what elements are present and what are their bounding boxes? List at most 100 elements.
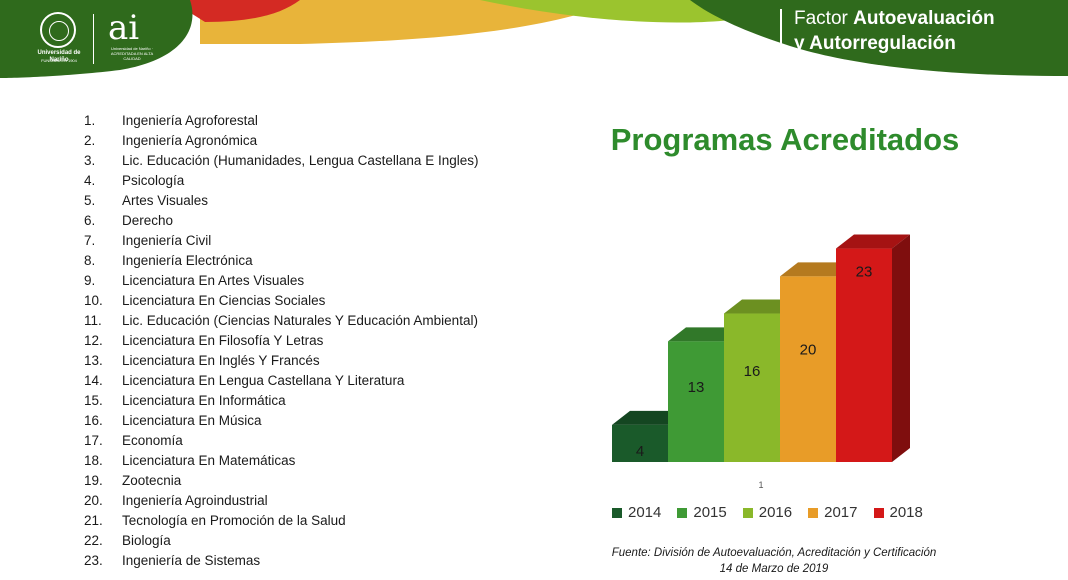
- legend-item-2014: 2014: [612, 504, 661, 521]
- program-item: 23. Ingeniería de Sistemas: [84, 551, 478, 571]
- program-number: 22.: [84, 533, 103, 548]
- header-yellow-wave: [200, 0, 620, 44]
- program-item: 9. Licenciatura En Artes Visuales: [84, 271, 478, 291]
- program-number: 1.: [84, 113, 96, 128]
- program-number: 8.: [84, 253, 96, 268]
- program-item: 19. Zootecnia: [84, 471, 478, 491]
- legend-label: 2015: [693, 504, 727, 521]
- legend-swatch: [873, 507, 884, 518]
- program-item: 12. Licenciatura En Filosofía Y Letras: [84, 331, 478, 351]
- program-number: 23.: [84, 553, 103, 568]
- program-name: Psicología: [122, 173, 185, 188]
- bar-front: [724, 313, 780, 462]
- factor-line-2: y Autorregulación: [794, 33, 956, 54]
- program-number: 4.: [84, 173, 96, 188]
- legend-item-2016: 2016: [742, 504, 793, 521]
- program-item: 6. Derecho: [84, 211, 478, 231]
- bar-front: [780, 276, 836, 462]
- legend-label: 2016: [758, 504, 793, 521]
- bar-top: [836, 234, 910, 249]
- bar-front: [668, 341, 724, 462]
- program-item: 2. Ingeniería Agronómica: [84, 131, 478, 151]
- program-name: Ingeniería Agroforestal: [122, 113, 258, 128]
- legend-item-2018: 2018: [873, 504, 923, 521]
- program-number: 20.: [84, 493, 103, 508]
- program-name: Ingeniería Agronómica: [122, 133, 258, 148]
- header-banner: Universidad de Nariño FUNDADA EN 1904 ai…: [0, 0, 1068, 90]
- ai-logo-caption: Universidad de Nariño · ACREDITADA EN AL…: [110, 46, 154, 61]
- header-red-wave: [170, 0, 300, 22]
- header-right-green: [690, 0, 1068, 76]
- program-name: Licenciatura En Artes Visuales: [122, 273, 305, 288]
- program-name: Licenciatura En Matemáticas: [122, 453, 296, 468]
- category-tick-label: 1: [758, 480, 763, 490]
- bar-value-label: 23: [856, 264, 873, 281]
- program-number: 7.: [84, 233, 96, 248]
- program-number: 21.: [84, 513, 103, 528]
- program-name: Tecnología en Promoción de la Salud: [122, 513, 346, 528]
- university-seal-icon: [40, 12, 76, 48]
- legend-swatch: [808, 507, 819, 518]
- program-number: 11.: [84, 313, 102, 328]
- bar-front: [836, 248, 892, 462]
- factor-line-1: Factor Autoevaluación: [794, 8, 995, 30]
- program-number: 5.: [84, 193, 96, 208]
- program-name: Economía: [122, 433, 183, 448]
- program-number: 3.: [84, 153, 96, 168]
- program-number: 19.: [84, 473, 103, 488]
- university-name: Universidad de Nariño: [37, 50, 81, 63]
- legend-swatch: [612, 507, 622, 518]
- program-item: 13. Licenciatura En Inglés Y Francés: [84, 351, 478, 371]
- university-founded: FUNDADA EN 1904: [41, 58, 77, 63]
- program-name: Licenciatura En Ciencias Sociales: [122, 293, 326, 308]
- factor-title: Factor Autoevaluación y Autorregulación: [780, 6, 1060, 60]
- program-name: Lic. Educación (Ciencias Naturales Y Edu…: [122, 313, 478, 328]
- legend-label: 2014: [628, 504, 662, 521]
- program-name: Ingeniería Electrónica: [122, 253, 253, 268]
- program-name: Zootecnia: [122, 473, 182, 488]
- program-item: 10. Licenciatura En Ciencias Sociales: [84, 291, 478, 311]
- bar-value-label: 4: [636, 443, 644, 460]
- factor-divider: [780, 9, 782, 53]
- program-name: Licenciatura En Filosofía Y Letras: [122, 333, 324, 348]
- legend-swatch: [677, 507, 688, 518]
- program-number: 18.: [84, 453, 103, 468]
- logo-divider: [93, 14, 94, 64]
- program-name: Lic. Educación (Humanidades, Lengua Cast…: [122, 153, 479, 168]
- legend-label: 2017: [824, 504, 858, 521]
- bar-chart: 4 13 16 20 23 1: [612, 234, 910, 490]
- program-number: 2.: [84, 133, 96, 148]
- chart-title: Programas Acreditados: [610, 122, 960, 157]
- program-name: Licenciatura En Informática: [122, 393, 286, 408]
- program-number: 6.: [84, 213, 96, 228]
- program-item: 11. Lic. Educación (Ciencias Naturales Y …: [84, 311, 478, 331]
- program-name: Licenciatura En Inglés Y Francés: [122, 353, 320, 368]
- factor-emphasis: Autoevaluación: [853, 8, 995, 29]
- ai-logo-mark: ai: [108, 8, 140, 48]
- program-item: 5. Artes Visuales: [84, 191, 478, 211]
- program-number: 9.: [84, 273, 96, 288]
- program-item: 18. Licenciatura En Matemáticas: [84, 451, 478, 471]
- program-list: 1. Ingeniería Agroforestal 2. Ingeniería Ag…: [84, 111, 478, 571]
- bar-top: [668, 327, 742, 342]
- bar-value-label: 13: [688, 379, 705, 396]
- program-item: 8. Ingeniería Electrónica: [84, 251, 478, 271]
- program-name: Ingeniería de Sistemas: [122, 553, 261, 568]
- program-name: Artes Visuales: [122, 193, 209, 208]
- bar-front: [612, 424, 668, 462]
- program-number: 10.: [84, 293, 103, 308]
- program-name: Derecho: [122, 213, 174, 228]
- program-number: 12.: [84, 333, 103, 348]
- program-name: Licenciatura En Música: [122, 413, 262, 428]
- bar-top: [780, 262, 854, 277]
- bar-2018: 23: [836, 234, 910, 462]
- program-name: Ingeniería Agroindustrial: [122, 493, 268, 508]
- legend-label: 2018: [889, 504, 923, 521]
- program-item: 7. Ingeniería Civil: [84, 231, 478, 251]
- bar-side: [892, 234, 910, 462]
- source-note: Fuente: División de Autoevaluación, Acre…: [560, 545, 988, 577]
- program-item: 1. Ingeniería Agroforestal: [84, 111, 478, 131]
- program-item: 21. Tecnología en Promoción de la Salud: [84, 511, 478, 531]
- bar-value-label: 20: [800, 341, 817, 358]
- chart-legend: 2014 2015 2016 2017 2018: [612, 504, 923, 521]
